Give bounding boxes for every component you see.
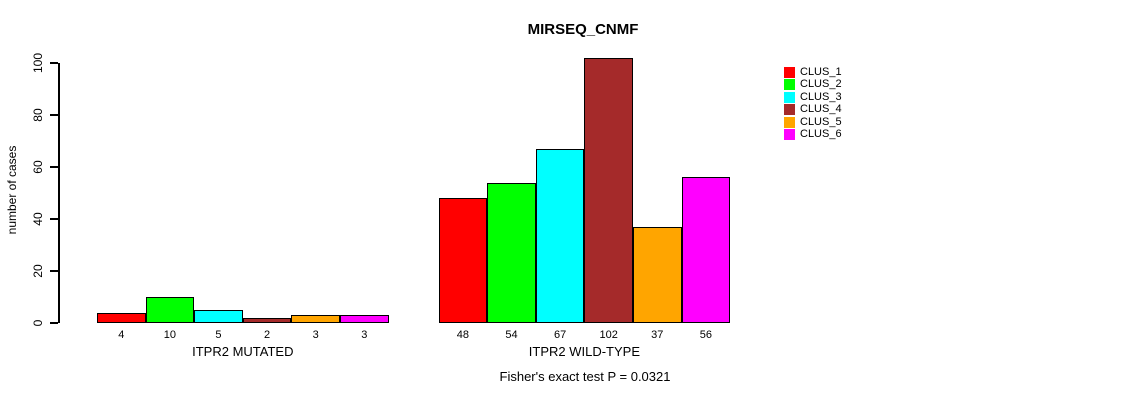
bar-clus_6-group1 <box>340 315 389 323</box>
bar-clus_6-group2 <box>681 177 731 323</box>
bar-value-label: 102 <box>599 329 618 341</box>
y-tick-mark <box>50 270 58 272</box>
legend-swatch-clus_6 <box>784 129 795 140</box>
y-tick-mark <box>50 322 58 324</box>
y-tick-mark <box>50 166 58 168</box>
legend-label: CLUS_6 <box>800 128 842 140</box>
legend-label: CLUS_1 <box>800 66 842 78</box>
y-tick-label: 0 <box>31 319 45 327</box>
bar-value-label: 48 <box>456 329 470 341</box>
bar-clus_1-group2 <box>438 198 488 323</box>
bar-value-label: 67 <box>553 329 567 341</box>
bar-clus_3-group2 <box>535 148 585 323</box>
y-tick-label: 60 <box>31 160 45 174</box>
legend-label: CLUS_4 <box>800 103 842 116</box>
chart-title: MIRSEQ_CNMF <box>527 21 639 38</box>
bar-value-label: 54 <box>505 329 518 341</box>
y-tick-mark <box>50 218 58 220</box>
legend-swatch-clus_1 <box>784 67 795 78</box>
y-tick-label: 40 <box>31 212 45 226</box>
bar-value-label: 3 <box>312 329 319 341</box>
x-group-label: ITPR2 MUTATED <box>192 344 294 359</box>
y-tick-mark <box>50 62 58 64</box>
bar-clus_1-group1 <box>97 312 146 323</box>
bar-clus_5-group1 <box>291 315 340 323</box>
bar-value-label: 2 <box>264 329 271 341</box>
bar-clus_5-group2 <box>633 226 682 323</box>
bar-clus_3-group1 <box>194 310 243 323</box>
bar-clus_2-group1 <box>145 297 195 323</box>
legend-label: CLUS_5 <box>800 115 842 128</box>
y-axis-line <box>58 63 60 323</box>
legend-swatch-clus_4 <box>784 104 795 116</box>
legend-label: CLUS_3 <box>800 90 842 103</box>
y-tick-label: 100 <box>31 52 45 74</box>
bar-value-label: 3 <box>361 329 368 341</box>
fisher-test-footnote: Fisher's exact test P = 0.0321 <box>499 369 671 384</box>
x-group-label: ITPR2 WILD-TYPE <box>528 344 641 359</box>
bar-value-label: 4 <box>118 329 125 341</box>
bar-value-label: 37 <box>651 329 664 341</box>
y-tick-label: 80 <box>31 108 45 122</box>
bar-value-label: 5 <box>215 329 222 341</box>
bar-value-label: 10 <box>163 329 177 341</box>
legend-swatch-clus_2 <box>784 79 795 91</box>
bar-value-label: 56 <box>699 329 713 341</box>
bar-clus_4-group2 <box>584 57 633 323</box>
legend-swatch-clus_3 <box>784 91 795 103</box>
bar-clus_4-group1 <box>242 317 292 323</box>
y-tick-mark <box>50 114 58 116</box>
bar-clus_2-group2 <box>487 182 536 323</box>
y-tick-label: 20 <box>31 264 45 278</box>
y-axis-title: number of cases <box>5 145 19 235</box>
legend-label: CLUS_2 <box>800 78 842 91</box>
legend-swatch-clus_5 <box>784 116 795 128</box>
